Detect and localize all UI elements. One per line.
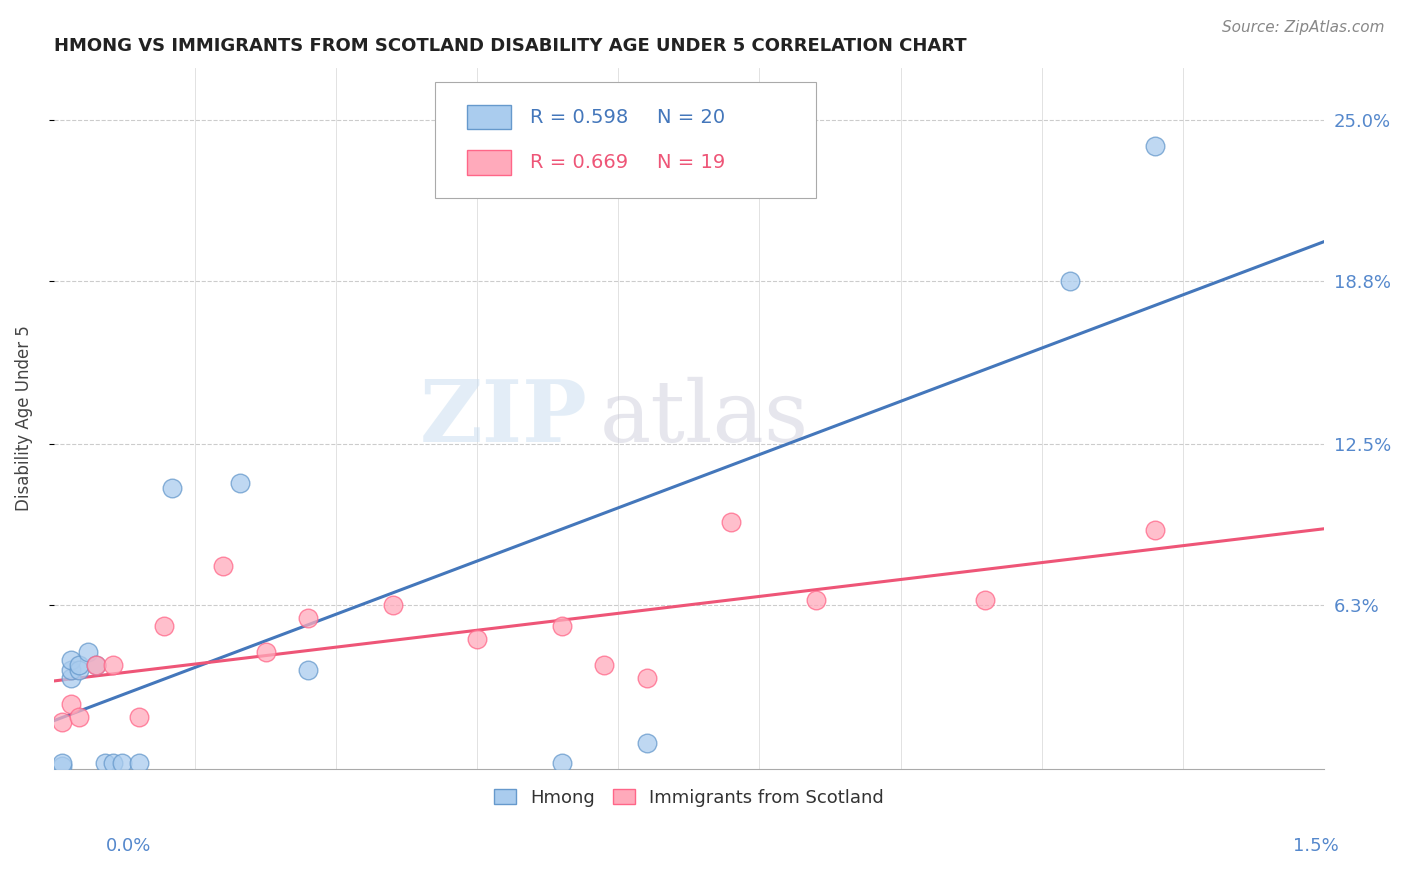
Point bbox=[254, 645, 277, 659]
Text: HMONG VS IMMIGRANTS FROM SCOTLAND DISABILITY AGE UNDER 5 CORRELATION CHART: HMONG VS IMMIGRANTS FROM SCOTLAND DISABI… bbox=[53, 37, 966, 55]
FancyBboxPatch shape bbox=[467, 150, 512, 175]
Point bbox=[59, 653, 82, 667]
Point bbox=[101, 657, 124, 672]
Text: N = 20: N = 20 bbox=[657, 108, 725, 127]
Point bbox=[229, 476, 252, 491]
Point bbox=[51, 756, 73, 771]
Point bbox=[974, 593, 997, 607]
Point bbox=[551, 619, 574, 633]
Text: ZIP: ZIP bbox=[419, 376, 588, 460]
Point bbox=[465, 632, 488, 646]
Point bbox=[162, 482, 184, 496]
Text: atlas: atlas bbox=[600, 376, 808, 460]
Point bbox=[720, 515, 742, 529]
Point bbox=[212, 559, 235, 574]
Point bbox=[1059, 274, 1081, 288]
Text: Source: ZipAtlas.com: Source: ZipAtlas.com bbox=[1222, 20, 1385, 35]
Point bbox=[67, 710, 90, 724]
Point bbox=[76, 645, 98, 659]
Point bbox=[1143, 138, 1166, 153]
Y-axis label: Disability Age Under 5: Disability Age Under 5 bbox=[15, 326, 32, 511]
Point bbox=[1143, 523, 1166, 537]
Point bbox=[636, 671, 658, 685]
Point bbox=[59, 697, 82, 711]
Point bbox=[84, 657, 107, 672]
Point bbox=[59, 663, 82, 677]
Legend: Hmong, Immigrants from Scotland: Hmong, Immigrants from Scotland bbox=[485, 780, 893, 815]
Point bbox=[67, 657, 90, 672]
FancyBboxPatch shape bbox=[434, 82, 815, 198]
Point bbox=[84, 657, 107, 672]
Point bbox=[551, 756, 574, 771]
Point bbox=[381, 598, 404, 612]
Text: 0.0%: 0.0% bbox=[105, 837, 150, 855]
Point bbox=[153, 619, 176, 633]
Point bbox=[59, 671, 82, 685]
Text: 1.5%: 1.5% bbox=[1292, 837, 1339, 855]
Text: N = 19: N = 19 bbox=[657, 153, 725, 172]
Text: R = 0.598: R = 0.598 bbox=[530, 108, 628, 127]
Point bbox=[93, 756, 115, 771]
Point bbox=[297, 611, 319, 625]
Point bbox=[804, 593, 827, 607]
FancyBboxPatch shape bbox=[467, 104, 512, 129]
Point bbox=[51, 759, 73, 773]
Point bbox=[593, 657, 616, 672]
Point bbox=[297, 663, 319, 677]
Point bbox=[67, 663, 90, 677]
Point bbox=[110, 756, 132, 771]
Point bbox=[636, 736, 658, 750]
Point bbox=[101, 756, 124, 771]
Text: R = 0.669: R = 0.669 bbox=[530, 153, 628, 172]
Point bbox=[128, 710, 150, 724]
Point bbox=[51, 714, 73, 729]
Point bbox=[128, 756, 150, 771]
